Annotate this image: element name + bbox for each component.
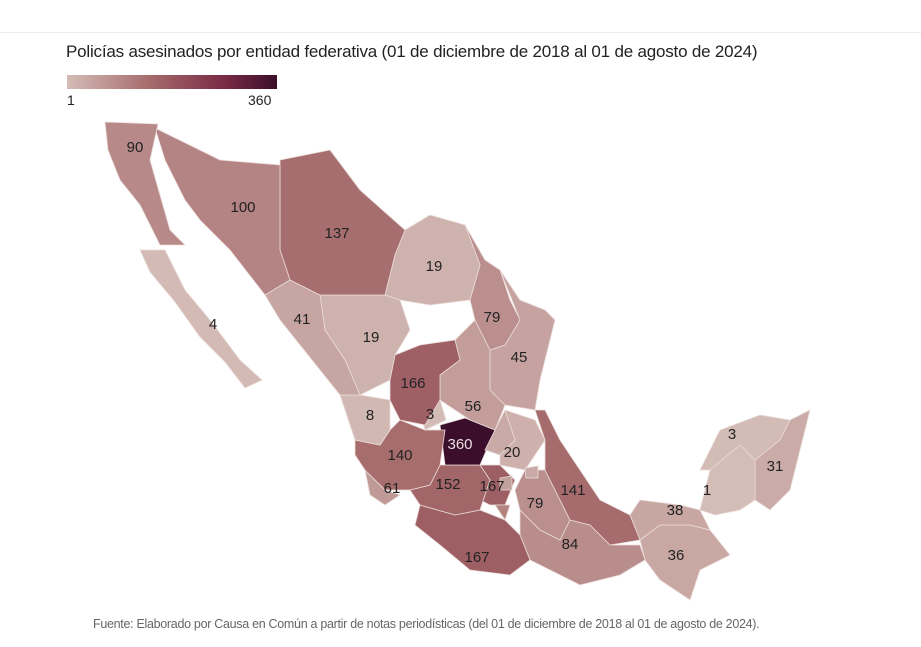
state-value-label: 141 [560,482,585,499]
state-value-label: 166 [400,375,425,392]
state-value-label: 360 [447,436,472,453]
top-divider [0,32,921,33]
state-region [154,127,291,296]
state-region [499,475,513,491]
state-value-label: 140 [387,447,412,464]
state-region [524,465,539,479]
state-value-label: 61 [384,480,401,497]
source-note: Fuente: Elaborado por Causa en Común a p… [93,617,760,631]
state-value-label: 8 [366,407,374,424]
state-value-label: 84 [562,536,579,553]
state-value-label: 45 [511,349,528,366]
state-value-label: 3 [728,426,736,443]
map-title: Policías asesinados por entidad federati… [66,42,758,61]
state-value-label: 20 [504,444,521,461]
state-value-label: 41 [294,311,311,328]
state-value-label: 79 [484,309,501,326]
state-value-label: 56 [465,398,482,415]
legend-max-label: 360 [248,92,272,108]
state-value-label: 31 [767,458,784,475]
state-region [639,524,731,601]
state-value-label: 36 [668,547,685,564]
state-region [139,249,263,389]
state-value-label: 167 [464,549,489,566]
state-region [389,339,461,426]
state-value-label: 137 [324,225,349,242]
state-region [699,444,756,516]
state-value-label: 3 [426,406,434,423]
state-value-label: 4 [209,316,217,333]
state-region [534,409,641,546]
state-value-label: 79 [527,495,544,512]
color-scale-legend [67,75,277,89]
state-value-label: 19 [363,329,380,346]
state-value-label: 1 [703,482,711,499]
state-value-label: 90 [127,139,144,156]
state-value-label: 100 [230,199,255,216]
state-region [279,149,406,296]
state-region [484,408,516,456]
state-region [104,121,186,246]
state-value-label: 152 [435,476,460,493]
state-region [494,504,511,521]
state-value-label: 167 [479,478,504,495]
state-value-label: 19 [426,258,443,275]
state-value-label: 38 [667,502,684,519]
legend-min-label: 1 [67,92,75,108]
